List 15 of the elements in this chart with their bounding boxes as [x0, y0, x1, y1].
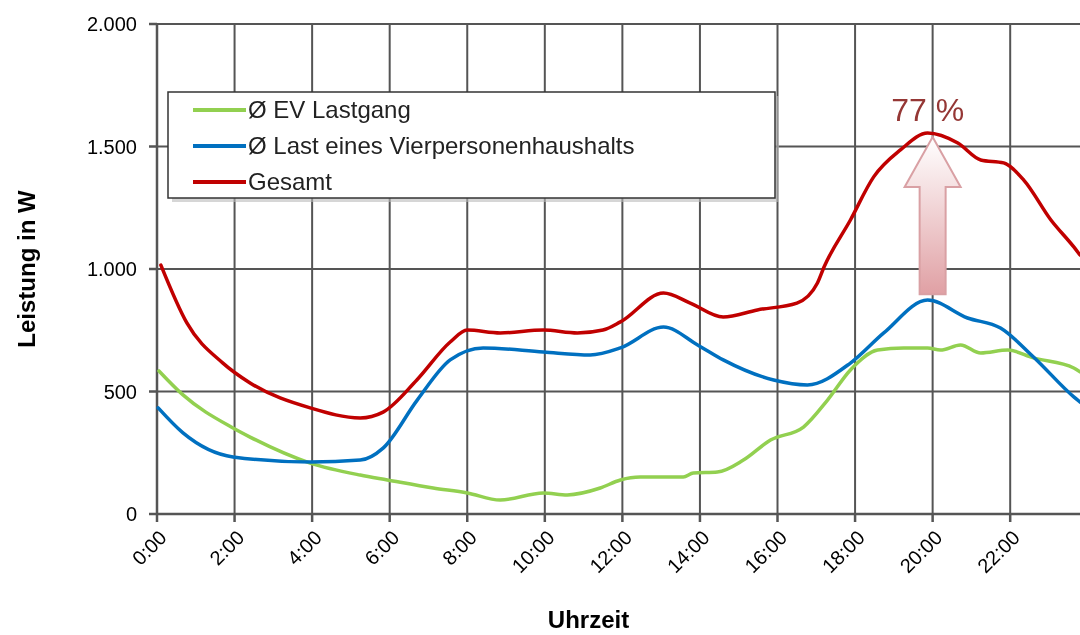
- y-tick-label: 2.000: [86, 13, 137, 35]
- x-axis-title: Uhrzeit: [547, 606, 630, 633]
- y-tick-label: 500: [103, 380, 137, 403]
- y-tick-label: 1.000: [86, 258, 137, 280]
- annotation: 77 %: [891, 92, 965, 129]
- legend-label: Ø Last eines Vierpersonenhaushalts: [248, 132, 635, 160]
- legend-label: Gesamt: [248, 168, 333, 196]
- x-tick-label: 0:00: [127, 526, 171, 570]
- x-tick-label: 4:00: [282, 526, 326, 570]
- legend-label: Ø EV Lastgang: [248, 96, 411, 124]
- y-tick-label: 1.500: [86, 135, 137, 158]
- y-axis-title: Leistung in W: [13, 190, 40, 348]
- y-tick-label: 0: [125, 503, 137, 525]
- x-tick-label: 8:00: [437, 526, 482, 570]
- x-tick-label: 6:00: [360, 526, 404, 570]
